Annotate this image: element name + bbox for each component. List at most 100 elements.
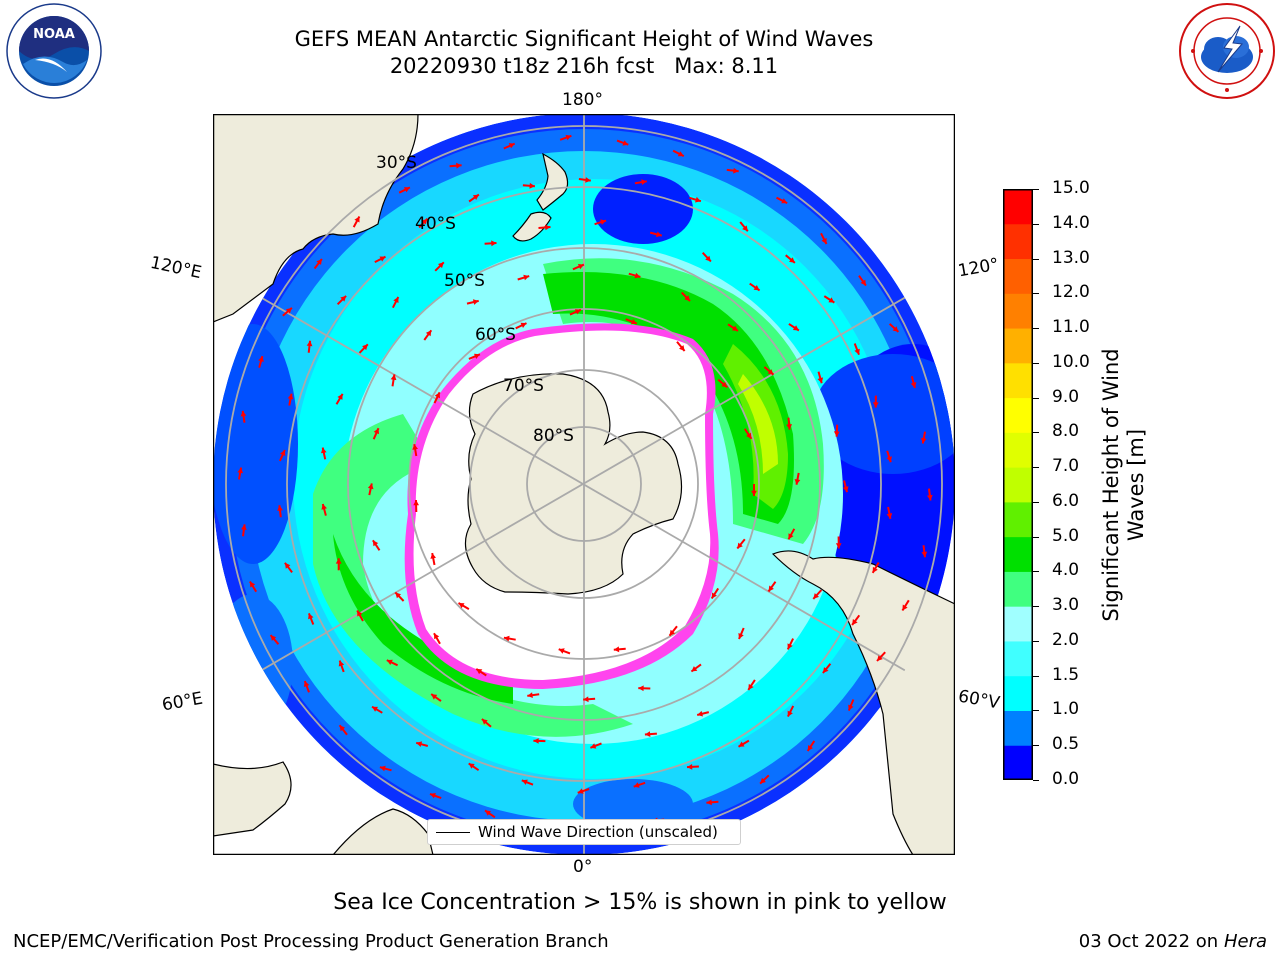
wind-arrow-head [886,456,892,463]
wind-arrow-head [600,219,607,225]
wind-arrow-head [794,479,801,485]
wind-arrow-head [240,410,247,417]
colorbar-segment [1003,467,1033,503]
colorbar-tick-label: 2.0 [1052,629,1080,650]
wind-arrow-head [711,592,717,599]
wind-arrow-head [379,765,386,772]
wind-arrow-head [286,307,292,314]
wind-arrow-head [393,297,399,303]
wind-arrow-head [277,505,283,511]
lon-label-0: 0° [573,857,593,877]
wind-arrow-head [641,179,647,185]
wind-arrow-head [732,325,738,331]
chart-subtitle: 20220930 t18z 216h fcst Max: 8.11 [389,54,779,78]
wind-arrow-head [545,224,551,231]
lat-label-70s: 70°S [503,376,544,396]
colorbar-segment [1003,501,1033,538]
wind-arrow-head [303,681,310,687]
wind-arrow-head [520,322,527,328]
wind-arrow-head [753,285,760,291]
colorbar-tick-label: 8.0 [1052,421,1080,442]
wind-wave-arrows [237,134,933,834]
colorbar-tick-mark [1033,501,1039,503]
colorbar-tick-mark [1033,328,1039,330]
wind-arrow-head [679,345,685,351]
wind-arrow-head [760,777,766,784]
lon-label-120w: 120° [956,254,1001,282]
wind-arrow-head [633,782,640,788]
wind-arrow-head [737,542,743,549]
wind-arrow-head [565,134,572,141]
colorbar-tick-label: 0.5 [1052,734,1080,755]
wind-arrow-head [787,710,793,717]
colorbar-segment [1003,362,1033,399]
wind-arrow-head [474,353,480,359]
wind-arrow-head [338,660,345,667]
colorbar-tick-label: 14.0 [1052,212,1090,233]
lat-label-80s: 80°S [533,426,574,446]
colorbar-tick-mark [1033,397,1039,399]
wind-arrow-head [634,272,641,279]
colorbar-segment [1003,432,1033,468]
wind-arrow-head [395,592,401,599]
wind-arrow-head [697,710,703,717]
wind-arrow-head [892,326,899,332]
noaa-logo-icon: NOAA [5,2,103,100]
lon-label-180: 180° [562,90,603,110]
wind-arrow-head [339,725,346,732]
wind-arrow-head [781,198,788,204]
wind-arrow-head [458,603,465,609]
colorbar-tick-label: 1.0 [1052,699,1080,720]
lon-label-120e: 120°E [148,252,204,284]
wind-arrow-head [684,295,690,302]
antarctic-map [212,113,956,856]
colorbar-tick-mark [1033,571,1039,573]
colorbar-segment [1003,710,1033,746]
wind-arrow-head [503,635,510,642]
wind-arrow-head [529,182,535,189]
wind-arrow-head [386,659,393,665]
colorbar-tick-mark [1033,467,1039,469]
wind-arrow-head [833,431,840,437]
wind-arrow-head [527,692,533,698]
wind-arrow-head [902,604,908,611]
wind-arrow-head [425,330,432,337]
national-weather-service-logo-icon [1178,2,1276,100]
colorbar-tick-mark [1033,189,1039,190]
wind-arrow-head [910,382,917,388]
colorbar-tick-mark [1033,745,1039,747]
wind-arrow-head [308,613,314,620]
wind-arrow-head [835,543,842,549]
colorbar-segment [1003,258,1033,294]
colorbar-segment [1003,571,1033,607]
wind-arrow-head [468,763,475,769]
wind-arrow-head [886,513,893,519]
colorbar-tick-label: 5.0 [1052,525,1080,546]
colorbar-segment [1003,223,1033,260]
wind-arrow-head [746,432,752,439]
wind-arrow-head [822,667,829,673]
wind-arrow-head [337,393,343,400]
wind-arrow-head [287,393,294,400]
colorbar-tick-label: 9.0 [1052,386,1080,407]
wind-arrow-head [577,788,584,794]
colorbar-segment [1003,606,1033,642]
wind-arrow-head [877,655,883,661]
colorbar-tick-label: 0.0 [1052,769,1080,789]
wind-arrow-head [379,256,386,262]
wind-arrow-head [412,444,418,450]
wind-arrow-head [558,648,565,654]
wind-arrow-head [828,297,835,303]
wind-arrow-head [786,424,792,430]
wind-arrow-head [521,779,528,785]
wind-arrow-head [362,344,368,351]
wind-arrow-head [372,706,378,712]
wind-arrow-head [706,799,712,806]
wind-arrow-head [613,646,620,653]
legend-line-swatch [436,832,470,833]
wind-arrow-head [622,140,629,146]
wind-arrow-head [590,743,597,749]
map-legend: Wind Wave Direction (unscaled) [427,819,741,845]
wind-arrow-head [403,187,410,193]
wind-arrow-head [733,167,739,174]
